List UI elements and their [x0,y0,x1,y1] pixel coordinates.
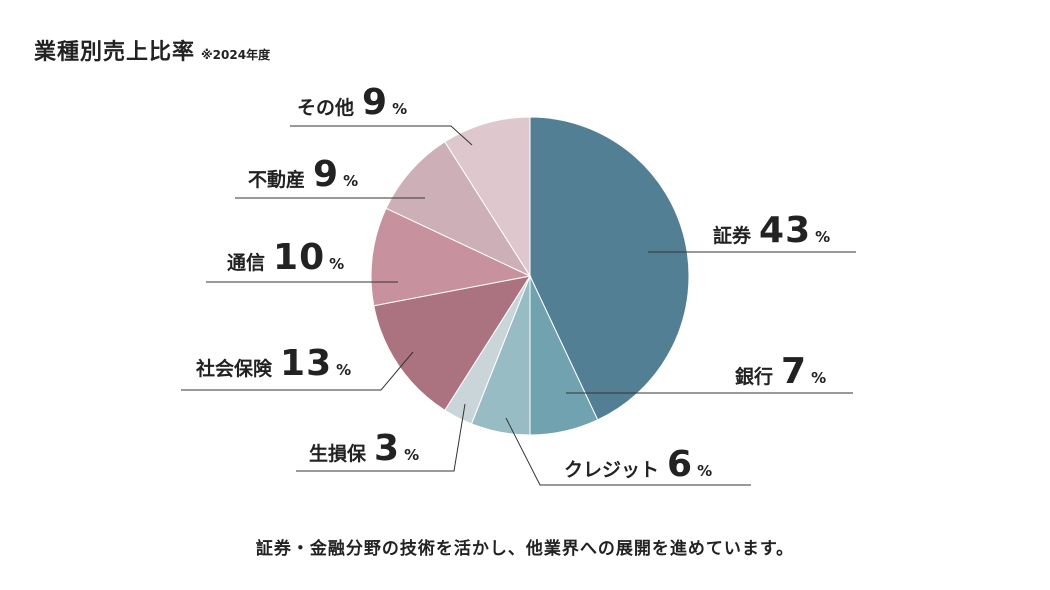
slice-label-name: 生損保 [309,443,367,465]
slice-label-value: 10 [273,237,326,278]
slice-label-name: その他 [297,97,355,119]
slice-label-unit: % [815,228,831,246]
slice-label-credit: クレジット 6% [564,447,712,483]
leader-line-life-insurance [296,403,466,472]
slice-label-name: クレジット [564,459,660,481]
slice-label-telecom: 通信 10% [227,240,344,276]
leader-line-other [290,125,473,146]
footer-note: 証券・金融分野の技術を活かし、他業界への展開を進めています。 [255,539,795,559]
slice-label-value: 9 [313,154,340,195]
slice-label-real-estate: 不動産 9% [248,157,358,193]
slice-label-bank: 銀行 7% [735,354,826,390]
chart-title: 業種別売上比率 ※2024年度 [34,34,270,66]
slice-label-value: 7 [781,351,808,392]
slice-label-unit: % [329,255,345,273]
leader-line-social-insurance [181,351,414,391]
slice-label-name: 社会保険 [196,358,273,380]
slice-label-unit: % [697,462,713,480]
leader-line-credit [505,417,751,486]
slice-label-unit: % [392,100,408,118]
pie-slice-other [444,116,531,278]
slice-label-value: 13 [280,343,333,384]
slice-label-value: 6 [667,444,694,485]
slice-label-unit: % [404,446,420,464]
slice-label-name: 銀行 [735,366,774,388]
slice-label-name: 証券 [713,225,752,247]
slice-label-unit: % [811,369,827,387]
pie-slice-social-insurance [373,275,532,411]
pie-slice-real-estate [385,141,532,278]
slice-label-other: その他 9% [297,85,407,121]
chart-title-text: 業種別売上比率 [34,40,196,65]
pie-slice-securities [529,116,690,421]
slice-label-name: 不動産 [248,169,306,191]
slice-label-unit: % [343,172,359,190]
slice-label-unit: % [336,361,352,379]
chart-subtitle: ※2024年度 [201,48,271,62]
slice-label-securities: 証券 43% [713,213,830,249]
slice-label-life-insurance: 生損保 3% [309,431,419,467]
slice-label-value: 9 [362,82,389,123]
slice-label-name: 通信 [227,252,266,274]
slice-label-social-insurance: 社会保険 13% [196,346,351,382]
slice-label-value: 3 [374,428,401,469]
pie-slice-telecom [370,207,532,307]
slice-label-value: 43 [759,210,812,251]
